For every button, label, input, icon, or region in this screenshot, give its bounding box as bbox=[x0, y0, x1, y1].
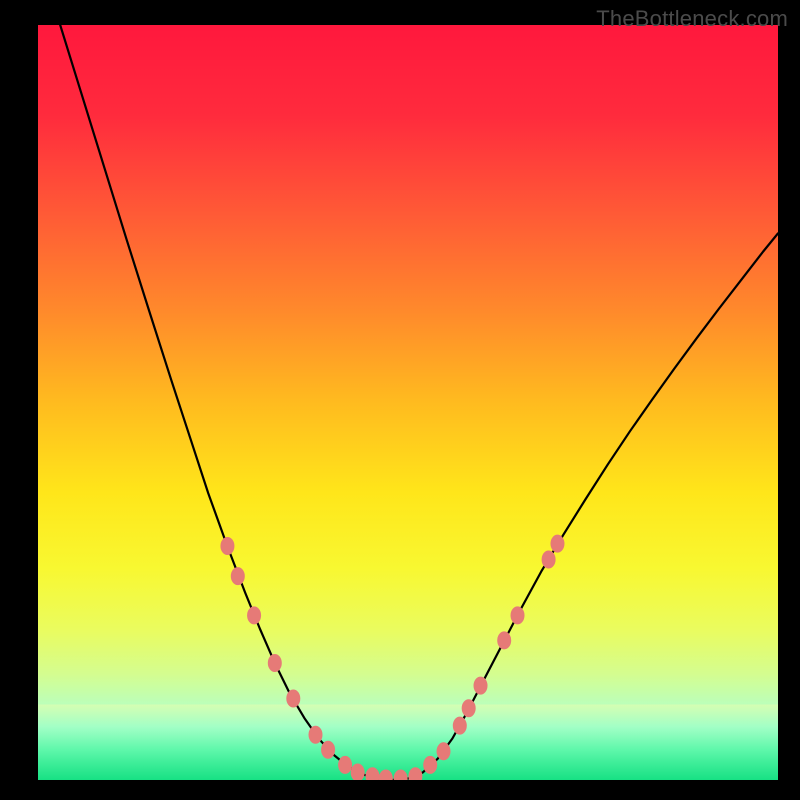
curve-marker bbox=[220, 537, 234, 555]
curve-marker bbox=[231, 567, 245, 585]
curve-marker bbox=[423, 756, 437, 774]
chart-background bbox=[38, 25, 778, 780]
curve-marker bbox=[338, 756, 352, 774]
curve-marker bbox=[268, 654, 282, 672]
chart-svg bbox=[38, 25, 778, 780]
curve-marker bbox=[511, 606, 525, 624]
curve-marker bbox=[286, 689, 300, 707]
curve-marker bbox=[437, 742, 451, 760]
curve-marker bbox=[474, 677, 488, 695]
curve-marker bbox=[550, 535, 564, 553]
chart-frame: TheBottleneck.com bbox=[0, 0, 800, 800]
curve-marker bbox=[309, 726, 323, 744]
curve-marker bbox=[453, 717, 467, 735]
watermark-text: TheBottleneck.com bbox=[596, 6, 788, 32]
curve-marker bbox=[497, 631, 511, 649]
curve-marker bbox=[247, 606, 261, 624]
chart-bottom-band bbox=[38, 705, 778, 781]
curve-marker bbox=[321, 741, 335, 759]
bottleneck-chart bbox=[38, 25, 778, 780]
curve-marker bbox=[462, 699, 476, 717]
curve-marker bbox=[542, 551, 556, 569]
